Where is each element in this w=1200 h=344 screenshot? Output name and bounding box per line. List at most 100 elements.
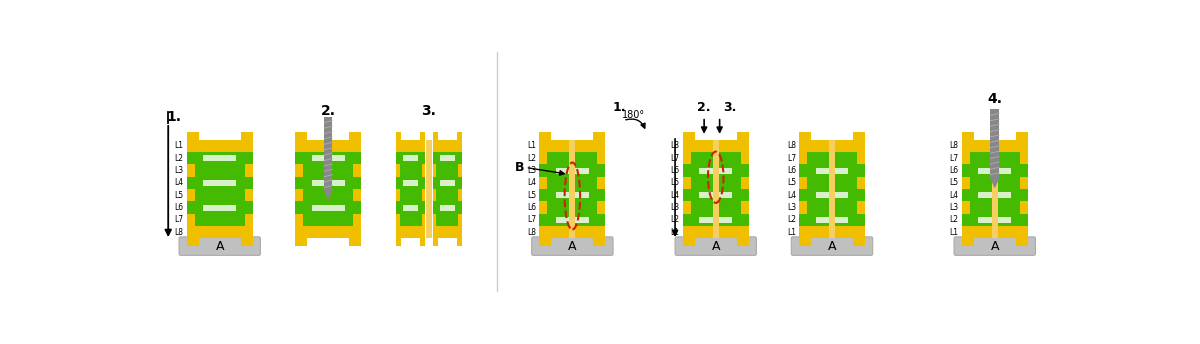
Text: L8: L8 [527,228,536,237]
Bar [440,180,455,186]
Bar [962,164,1027,177]
Text: L5: L5 [527,191,536,200]
Bar [426,140,432,238]
Bar [187,177,253,189]
Bar [962,226,1027,238]
Text: 1.: 1. [612,100,626,114]
Text: 2.: 2. [320,104,336,118]
Bar [816,217,848,223]
Bar [437,164,458,177]
Bar [683,140,749,152]
Text: 3.: 3. [421,104,437,118]
Bar [295,152,361,164]
Bar [295,214,361,226]
Bar [540,214,605,226]
Bar [1016,238,1027,246]
Text: B: B [515,161,524,174]
Text: L2: L2 [949,215,959,224]
Bar [700,192,732,198]
Bar [799,164,865,177]
Text: L4: L4 [949,191,959,200]
Polygon shape [324,190,332,199]
Bar [349,238,361,246]
Bar [683,177,749,189]
Bar [295,132,307,140]
Bar [799,177,865,189]
Text: L8: L8 [671,141,679,150]
Bar [799,214,865,226]
Bar [683,214,749,226]
Bar [440,155,455,161]
Bar [1016,132,1027,140]
Bar [806,177,857,189]
Bar [556,168,589,174]
Bar [962,189,1027,202]
Bar [437,214,458,226]
Text: 1.: 1. [167,110,181,124]
Bar [194,214,245,226]
Bar [547,177,598,189]
Text: L8: L8 [175,228,184,237]
Text: L8: L8 [949,141,959,150]
Text: L2: L2 [527,154,536,163]
Bar [540,238,551,246]
Bar [970,202,1020,214]
Bar [962,202,1027,214]
Bar [962,214,1027,226]
Bar [396,152,425,164]
Bar [962,177,1027,189]
Bar [990,109,1000,177]
Bar [396,140,425,152]
Bar [400,189,421,202]
Bar [816,192,848,198]
Bar [806,152,857,164]
Bar [203,205,236,211]
Bar [683,202,749,214]
Bar [194,164,245,177]
Text: L1: L1 [949,228,959,237]
Text: A: A [216,240,224,252]
Bar [594,238,605,246]
Bar [241,132,253,140]
Bar [403,180,418,186]
FancyBboxPatch shape [532,237,613,255]
Text: A: A [990,240,998,252]
Bar [547,152,598,164]
Bar [304,164,353,177]
Text: L5: L5 [671,179,679,187]
Text: L2: L2 [671,215,679,224]
Bar [396,189,425,202]
Bar [799,202,865,214]
Bar [683,152,749,164]
Text: L5: L5 [949,179,959,187]
Bar [816,168,848,174]
Bar [700,168,732,174]
Bar [324,117,332,190]
Bar [312,205,344,211]
Bar [457,132,462,140]
Text: L6: L6 [527,203,536,212]
Bar [978,192,1012,198]
Bar [691,177,740,189]
Text: L3: L3 [174,166,184,175]
Bar [962,140,1027,152]
Bar [737,132,749,140]
Text: L6: L6 [174,203,184,212]
Text: L4: L4 [671,191,679,200]
Bar [962,132,973,140]
Bar [433,140,462,152]
Text: 4.: 4. [988,92,1002,106]
Bar [203,180,236,186]
Bar [187,214,253,226]
Text: L4: L4 [174,179,184,187]
Bar [433,164,462,177]
Bar [799,226,865,238]
Bar [304,189,353,202]
Bar [547,202,598,214]
Text: L1: L1 [527,141,536,150]
Bar [978,168,1012,174]
Bar [540,177,605,189]
Bar [187,189,253,202]
Bar [978,217,1012,223]
Bar [420,132,425,140]
